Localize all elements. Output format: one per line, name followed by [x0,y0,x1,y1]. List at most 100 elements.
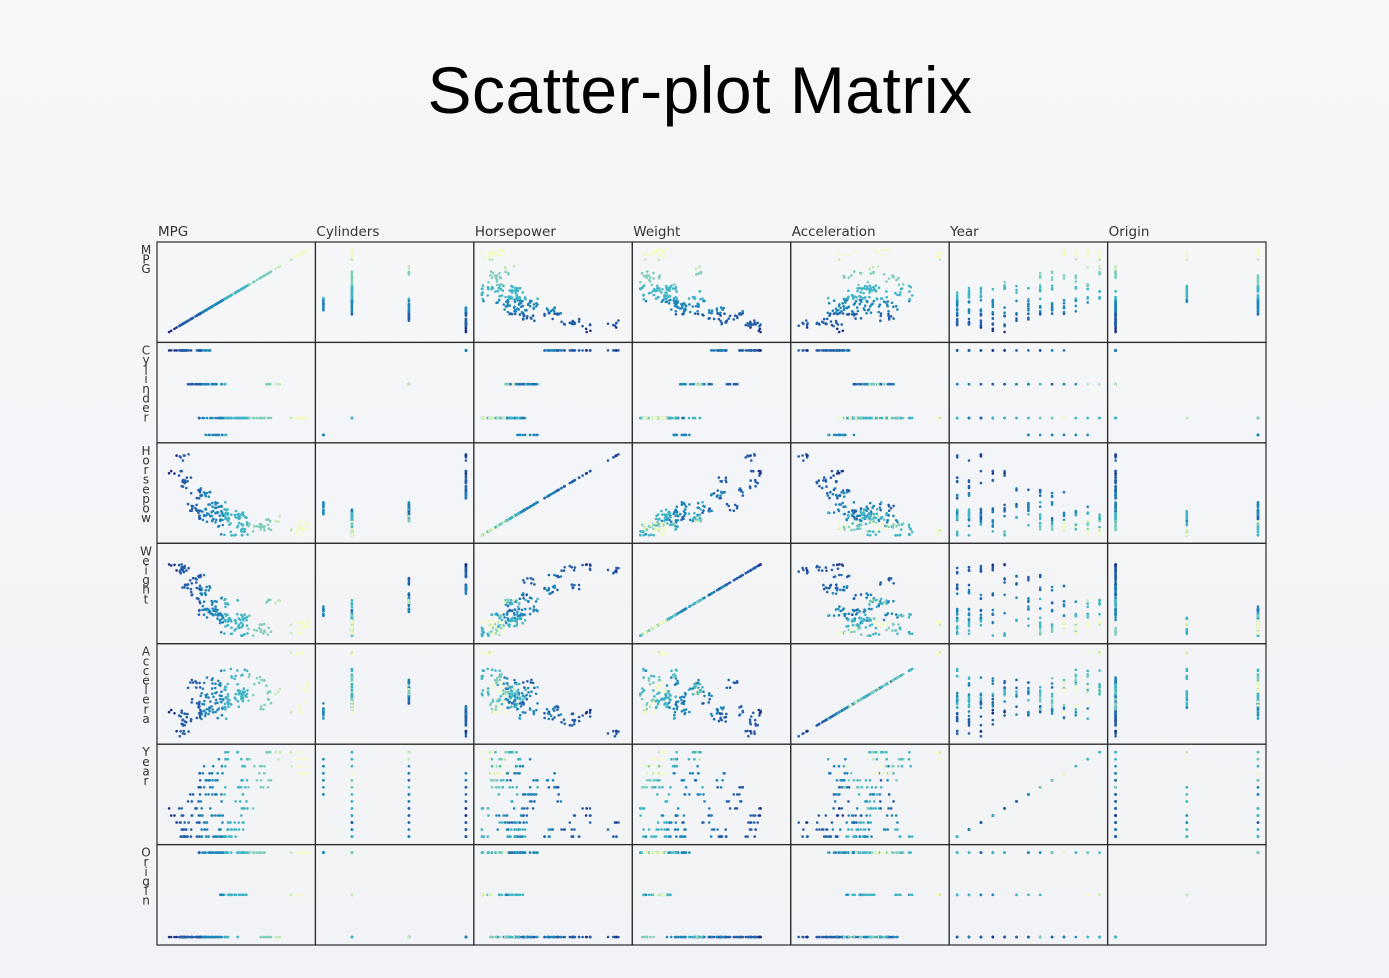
data-point [936,416,939,420]
data-point [856,287,859,290]
data-point [208,306,211,310]
data-point [500,248,503,252]
data-point [664,248,668,252]
data-point [226,519,230,523]
data-point [570,480,574,484]
data-point [190,582,194,585]
data-point [322,433,325,437]
data-point [675,505,679,509]
data-point [1114,305,1117,309]
data-point [528,505,532,509]
data-point [240,528,243,531]
data-point [322,511,325,514]
data-point [869,311,873,315]
data-point [217,505,221,509]
data-point [720,322,723,326]
data-point [1256,280,1260,283]
data-point [407,270,411,274]
data-point [883,248,886,252]
data-point [488,251,491,254]
points-cylinders-vs-year [955,349,1101,437]
data-point [1086,255,1089,259]
data-point [865,285,869,289]
data-point [504,382,508,386]
data-point [214,501,217,504]
data-point [262,526,266,529]
data-point [297,628,301,631]
data-point [1027,382,1030,386]
data-point [1086,301,1089,304]
data-point [526,303,530,307]
data-point [684,382,687,386]
data-point [560,320,563,324]
data-point [908,290,911,293]
data-point [220,511,224,514]
data-point [533,319,536,323]
data-point [1086,523,1089,527]
data-point [843,528,846,531]
data-point [208,585,211,588]
data-point [300,416,303,420]
data-point [1003,416,1006,420]
data-point [991,327,995,331]
data-point [189,492,193,495]
data-point [1003,514,1006,518]
data-point [258,626,261,630]
data-point [879,508,882,512]
data-point [1086,283,1089,287]
data-point [224,614,228,617]
data-point [710,312,713,315]
data-point [666,294,669,297]
data-point [526,315,529,318]
data-point [955,291,959,294]
data-point [202,573,206,577]
data-point [486,285,490,289]
data-point [464,459,468,462]
data-point [289,416,293,420]
data-point [224,297,227,300]
data-point [1114,382,1117,386]
data-point [297,622,301,626]
data-point [495,280,499,283]
data-point [979,349,983,352]
data-point [991,472,995,475]
points-horsepower-vs-weight [639,453,762,537]
data-point [858,527,862,530]
data-point [754,480,758,484]
data-point [675,301,679,304]
data-point [967,317,971,321]
data-point [570,322,574,326]
data-point [195,581,198,584]
data-points [167,248,1260,939]
data-point [505,416,509,420]
data-point [1003,474,1006,477]
data-point [967,480,971,484]
data-point [698,382,701,386]
data-point [835,321,838,324]
data-point [991,349,995,352]
cell-year-vs-cylinders [314,743,475,846]
data-point [190,317,194,320]
data-point [652,293,656,297]
data-point [668,289,671,293]
data-point [350,252,354,255]
data-point [245,624,249,627]
data-point [897,523,901,527]
data-point [1114,327,1117,331]
data-point [967,349,971,352]
data-point [673,299,676,303]
data-point [654,517,658,521]
data-point [955,456,959,459]
data-point [1098,255,1101,258]
data-point [758,327,762,331]
data-point [1185,284,1189,288]
data-point [887,277,891,280]
data-point [826,433,830,437]
data-point [577,476,581,480]
data-point [879,500,883,504]
data-point [955,299,959,303]
data-point [613,324,617,328]
data-point [1027,309,1030,312]
data-point [717,317,721,321]
data-point [688,382,692,386]
